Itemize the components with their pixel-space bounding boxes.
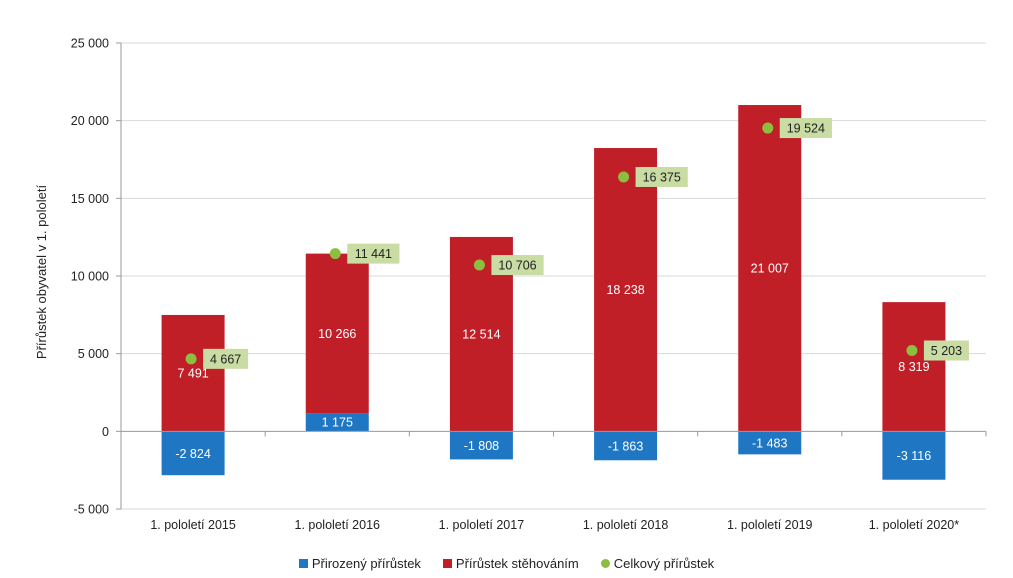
data-label-total-bg [635,166,688,187]
y-axis: -5 000 0 5 000 10 000 15 000 20 000 25 000 [71,37,122,517]
data-label-migration: 10 266 [318,327,356,341]
x-tick-label: 1. pololetí 2015 [150,518,236,532]
data-label-total: 4 667 [210,352,241,366]
legend: Přirozený přírůstek Přírůstek stěhováním… [0,556,1013,571]
data-label-migration: 8 319 [898,360,929,374]
point-total [185,353,197,365]
data-label-total: 16 375 [643,170,681,184]
legend-label-natural: Přirozený přírůstek [311,556,421,571]
x-axis: 1. pololetí 2015 1. pololetí 2016 1. polol… [120,431,987,532]
data-label-natural: -2 824 [175,447,210,461]
data-label-total-bg [347,243,400,264]
y-tick-label: 0 [102,425,109,439]
bar-migration [305,253,369,414]
y-tick-label: 15 000 [71,192,109,206]
bar-natural-increase [882,431,946,480]
x-tick-label: 1. pololetí 2018 [583,518,669,532]
data-label-total-bg [923,340,969,361]
data-label-total: 10 706 [498,259,536,273]
total-points: 4 667 11 441 10 706 16 375 19 524 5 203 [185,118,969,369]
bar-natural-increase [594,431,658,461]
data-label-migration: 7 491 [177,367,208,381]
bar-migration [738,105,802,432]
y-tick-label: 25 000 [71,37,109,51]
point-total [906,345,918,357]
bar-migration [161,314,225,432]
bar-migration [882,302,946,432]
data-label-natural: -1 863 [608,439,643,453]
gridlines [121,42,986,510]
point-total [762,122,774,134]
point-total [618,171,630,183]
data-label-total-bg [779,118,832,139]
data-label-total-bg [203,348,249,369]
y-tick-label: -5 000 [74,503,109,517]
data-label-migration: 18 238 [606,283,644,297]
x-tick-label: 1. pololetí 2020* [869,518,959,532]
data-label-total-bg [491,255,544,276]
bar-natural-increase [738,431,802,455]
legend-label-migration: Přírůstek stěhováním [455,556,579,571]
bars: -2 824 7 491 1 175 10 266 -1 808 12 514 -1 863… [161,105,946,480]
data-label-total: 19 524 [787,122,825,136]
y-axis-label: Přírůstek obyvatel v 1. pololetí [34,185,49,360]
chart: -5 000 0 5 000 10 000 15 000 20 000 25 000 Pří… [34,37,987,532]
y-tick-label: 10 000 [71,270,109,284]
legend-item-migration: Přírůstek stěhováním [442,556,579,571]
legend-item-natural: Přirozený přírůstek [298,556,421,571]
data-label-migration: 21 007 [751,262,789,276]
legend-item-total: Celkový přírůstek [600,556,715,571]
bar-natural-increase [449,431,513,460]
point-total [329,248,341,260]
legend-swatch-total [600,559,610,568]
legend-label-total: Celkový přírůstek [613,556,715,571]
data-label-natural: -1 808 [464,439,499,453]
data-label-natural: -3 116 [897,449,932,463]
y-tick-label: 20 000 [71,114,109,128]
data-label-migration: 12 514 [462,328,500,342]
x-tick-label: 1. pololetí 2016 [295,518,381,532]
data-label-natural: -1 483 [752,436,787,450]
bar-natural-increase [305,413,369,432]
data-label-total: 11 441 [355,247,392,261]
legend-swatch-natural [298,559,308,568]
bar-migration [594,148,658,432]
y-tick-label: 5 000 [78,347,109,361]
legend-swatch-migration [442,559,452,568]
x-tick-label: 1. pololetí 2019 [727,518,813,532]
x-tick-label: 1. pololetí 2017 [439,518,525,532]
data-label-natural: 1 175 [322,416,353,430]
data-label-total: 5 203 [931,344,962,358]
bar-natural-increase [161,431,225,476]
point-total [473,259,485,271]
